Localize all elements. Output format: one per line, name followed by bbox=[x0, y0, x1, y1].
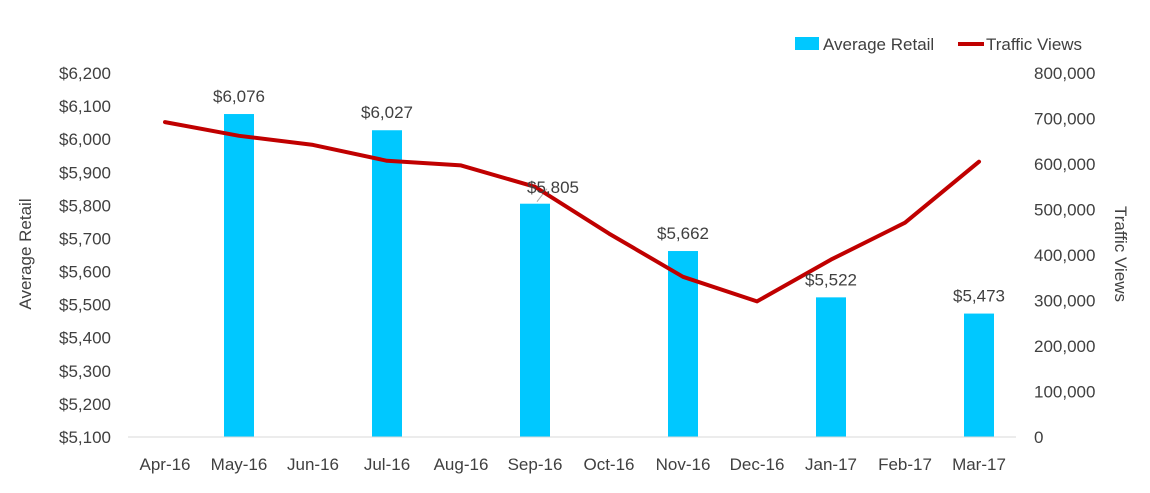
y-tick-label: $6,100 bbox=[59, 97, 111, 116]
x-tick-label: Jan-17 bbox=[805, 455, 857, 474]
x-tick-label: Aug-16 bbox=[434, 455, 489, 474]
y2-axis-title: Traffic Views bbox=[1111, 206, 1130, 302]
y2-tick-label: 700,000 bbox=[1034, 110, 1095, 129]
line-traffic-views bbox=[163, 120, 981, 304]
y2-tick-label: 500,000 bbox=[1034, 201, 1095, 220]
x-axis-ticks: Apr-16 May-16 Jun-16 Jul-16 Aug-16 Sep-16 Oct-… bbox=[139, 455, 1005, 474]
bar-data-label: $5,473 bbox=[953, 287, 1005, 306]
bar-series-average-retail bbox=[224, 114, 994, 438]
bar bbox=[816, 297, 846, 437]
legend-label-average-retail: Average Retail bbox=[823, 35, 934, 54]
y-tick-label: $5,700 bbox=[59, 229, 111, 248]
y-tick-label: $5,500 bbox=[59, 296, 111, 315]
y-axis-ticks: $5,100 $5,200 $5,300 $5,400 $5,500 $5,600 $5,7… bbox=[59, 64, 111, 447]
y2-tick-label: 300,000 bbox=[1034, 292, 1095, 311]
legend-swatch-average-retail bbox=[795, 37, 819, 50]
data-labels: $6,076 $6,027 $5,805 $5,662 $5,522 $5,473 bbox=[213, 87, 1005, 306]
x-tick-label: May-16 bbox=[211, 455, 268, 474]
y-tick-label: $5,100 bbox=[59, 428, 111, 447]
y2-axis-ticks: 0 100,000 200,000 300,000 400,000 500,000 600,… bbox=[1034, 64, 1095, 447]
bar bbox=[372, 130, 402, 438]
line-series-traffic-views bbox=[163, 120, 981, 304]
y2-tick-label: 100,000 bbox=[1034, 383, 1095, 402]
x-tick-label: Apr-16 bbox=[139, 455, 190, 474]
x-tick-label: Sep-16 bbox=[508, 455, 563, 474]
y-tick-label: $5,800 bbox=[59, 196, 111, 215]
leader-lines bbox=[536, 188, 548, 203]
x-tick-label: Oct-16 bbox=[583, 455, 634, 474]
legend-label-traffic-views: Traffic Views bbox=[986, 35, 1082, 54]
bar bbox=[224, 114, 254, 438]
y-tick-label: $5,200 bbox=[59, 395, 111, 414]
y-tick-label: $5,300 bbox=[59, 362, 111, 381]
bar-data-label: $6,027 bbox=[361, 103, 413, 122]
y2-tick-label: 600,000 bbox=[1034, 155, 1095, 174]
x-tick-label: Jul-16 bbox=[364, 455, 410, 474]
y-axis-title: Average Retail bbox=[16, 198, 35, 309]
x-tick-label: Feb-17 bbox=[878, 455, 932, 474]
y-tick-label: $5,600 bbox=[59, 263, 111, 282]
y2-tick-label: 0 bbox=[1034, 428, 1043, 447]
bar bbox=[520, 203, 550, 437]
y-tick-label: $5,900 bbox=[59, 163, 111, 182]
y-tick-label: $6,000 bbox=[59, 130, 111, 149]
y-tick-label: $6,200 bbox=[59, 64, 111, 83]
x-tick-label: Mar-17 bbox=[952, 455, 1006, 474]
y2-tick-label: 800,000 bbox=[1034, 64, 1095, 83]
bar-data-label: $5,805 bbox=[527, 178, 579, 197]
legend: Average Retail Traffic Views bbox=[795, 35, 1082, 54]
leader-line bbox=[536, 188, 548, 203]
y2-tick-label: 400,000 bbox=[1034, 246, 1095, 265]
x-tick-label: Dec-16 bbox=[730, 455, 785, 474]
bar-data-label: $5,522 bbox=[805, 270, 857, 289]
bar-data-label: $5,662 bbox=[657, 224, 709, 243]
x-tick-label: Jun-16 bbox=[287, 455, 339, 474]
bar-data-label: $6,076 bbox=[213, 87, 265, 106]
bar bbox=[964, 313, 994, 437]
x-tick-label: Nov-16 bbox=[656, 455, 711, 474]
y-tick-label: $5,400 bbox=[59, 329, 111, 348]
y2-tick-label: 200,000 bbox=[1034, 337, 1095, 356]
